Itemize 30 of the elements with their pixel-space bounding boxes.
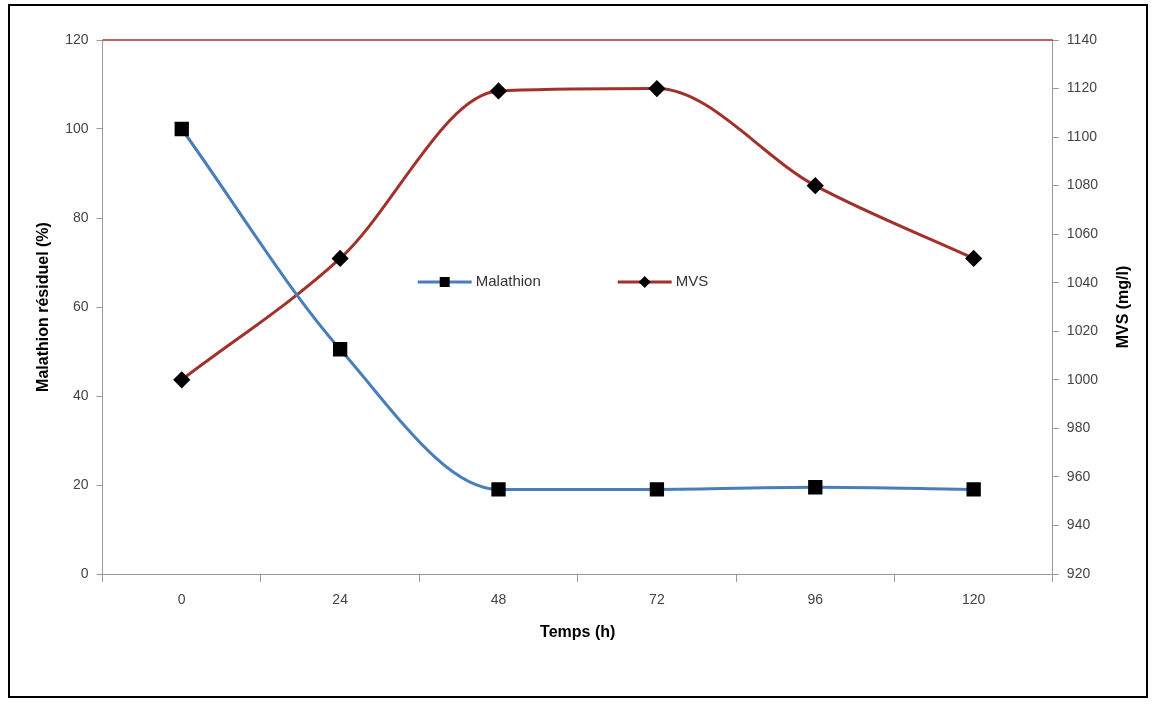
x-tick-label: 24 bbox=[332, 591, 349, 608]
y-tick-label: 20 bbox=[72, 475, 89, 492]
y2-tick-label: 1020 bbox=[1066, 322, 1099, 339]
legend-label: Malathion bbox=[475, 272, 541, 290]
y2-tick-label: 920 bbox=[1066, 564, 1091, 581]
y2-tick-label: 1060 bbox=[1066, 225, 1099, 242]
y2-tick-label: 960 bbox=[1066, 467, 1091, 484]
y2-tick-label: 1000 bbox=[1066, 370, 1099, 387]
y2-tick-label: 1040 bbox=[1066, 273, 1099, 290]
y-tick-label: 60 bbox=[72, 297, 89, 314]
y2-tick-label: 1100 bbox=[1066, 127, 1098, 144]
y-tick-label: 80 bbox=[72, 208, 89, 225]
y-tick-label: 0 bbox=[80, 564, 89, 581]
y-tick-label: 120 bbox=[65, 30, 89, 47]
y2-tick-label: 1140 bbox=[1066, 30, 1098, 47]
y-tick-label: 100 bbox=[65, 119, 89, 136]
y2-axis-title: MVS (mg/l) bbox=[1114, 265, 1132, 349]
y2-tick-label: 980 bbox=[1066, 419, 1091, 436]
legend-label: MVS bbox=[675, 272, 709, 290]
y2-tick-label: 1080 bbox=[1066, 176, 1099, 193]
y-tick-label: 40 bbox=[72, 386, 89, 403]
x-axis-title: Temps (h) bbox=[540, 622, 616, 640]
x-tick-label: 48 bbox=[490, 591, 507, 608]
x-tick-label: 0 bbox=[177, 591, 186, 608]
y2-tick-label: 1120 bbox=[1066, 79, 1098, 96]
x-tick-label: 96 bbox=[807, 591, 824, 608]
x-tick-label: 120 bbox=[961, 591, 986, 608]
x-tick-label: 72 bbox=[649, 591, 665, 608]
y2-tick-label: 940 bbox=[1066, 516, 1091, 533]
y-axis-title: Malathion résiduel (%) bbox=[34, 222, 52, 392]
